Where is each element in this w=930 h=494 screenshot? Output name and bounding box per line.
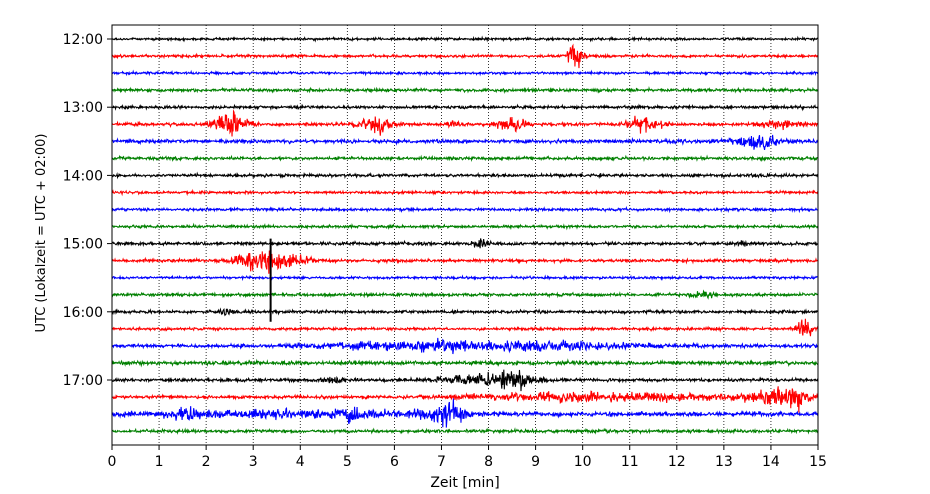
x-tick-label: 0: [108, 454, 117, 470]
y-tick-label: 13:00: [63, 100, 103, 116]
x-tick-label: 15: [809, 454, 827, 470]
x-tick-label: 8: [484, 454, 493, 470]
x-tick-label: 14: [762, 454, 780, 470]
x-tick-label: 3: [249, 454, 258, 470]
x-axis: 0 1 2 3 4 5 6 7 8 9 10 11 12 13 14 15: [108, 445, 827, 470]
x-tick-label: 1: [155, 454, 164, 470]
trace-1215: [111, 43, 819, 69]
trace-1430: [111, 205, 819, 214]
x-tick-label: 11: [621, 454, 639, 470]
trace-1445: [111, 222, 819, 231]
trace-1245: [111, 86, 819, 94]
trace-1515: [111, 250, 819, 274]
y-tick-label: 17:00: [63, 373, 103, 389]
x-tick-label: 12: [668, 454, 686, 470]
trace-1630: [111, 337, 819, 355]
x-tick-label: 5: [343, 454, 352, 470]
x-axis-title: Zeit [min]: [430, 475, 499, 491]
trace-1600: [111, 307, 819, 317]
trace-1200: [111, 35, 819, 43]
trace-1415: [111, 188, 819, 197]
trace-1615: [111, 318, 819, 337]
trace-1330: [111, 134, 819, 151]
x-tick-label: 10: [574, 454, 592, 470]
trace-1345: [111, 154, 819, 163]
x-tick-label: 6: [390, 454, 399, 470]
trace-1715: [111, 386, 819, 413]
trace-1500: [111, 238, 819, 249]
vertical-grid: [158, 25, 772, 445]
seismogram-traces: [111, 35, 819, 435]
y-axis-title: UTC (Lokalzeit = UTC + 02:00): [34, 134, 49, 333]
trace-1400: [111, 171, 819, 180]
y-axis: 12:00 13:00 14:00 15:00 16:00 17:00: [63, 32, 112, 389]
trace-1530: [111, 274, 819, 282]
trace-1700: [111, 369, 819, 392]
y-tick-label: 16:00: [63, 305, 103, 321]
trace-1545: [111, 289, 819, 300]
y-tick-label: 15:00: [63, 237, 103, 253]
trace-1315: [111, 109, 819, 137]
y-tick-label: 14:00: [63, 168, 103, 184]
trace-1645: [111, 358, 819, 368]
x-tick-label: 13: [715, 454, 733, 470]
x-tick-label: 4: [296, 454, 305, 470]
x-tick-label: 9: [531, 454, 540, 470]
y-tick-label: 12:00: [63, 32, 103, 48]
trace-1300: [111, 103, 819, 112]
x-tick-label: 7: [437, 454, 446, 470]
plot-frame: [111, 24, 819, 446]
trace-1745: [111, 427, 819, 435]
x-tick-label: 2: [202, 454, 211, 470]
trace-1730: [111, 398, 819, 428]
trace-1230: [111, 69, 819, 77]
